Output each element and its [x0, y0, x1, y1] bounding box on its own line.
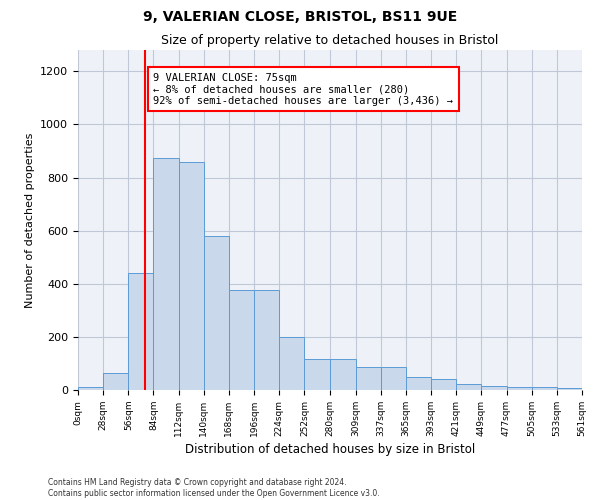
Bar	[204, 236, 229, 390]
Text: 9, VALERIAN CLOSE, BRISTOL, BS11 9UE: 9, VALERIAN CLOSE, BRISTOL, BS11 9UE	[143, 10, 457, 24]
Bar	[532, 388, 557, 390]
Bar	[506, 387, 532, 390]
Bar	[557, 388, 582, 390]
Bar	[279, 337, 304, 390]
Title: Size of property relative to detached houses in Bristol: Size of property relative to detached ho…	[161, 34, 499, 48]
Bar	[304, 360, 329, 390]
Text: Contains HM Land Registry data © Crown copyright and database right 2024.
Contai: Contains HM Land Registry data © Crown c…	[48, 478, 380, 498]
Bar	[229, 290, 254, 390]
Text: 9 VALERIAN CLOSE: 75sqm
← 8% of detached houses are smaller (280)
92% of semi-de: 9 VALERIAN CLOSE: 75sqm ← 8% of detached…	[154, 72, 454, 106]
Bar	[128, 273, 154, 390]
Y-axis label: Number of detached properties: Number of detached properties	[25, 132, 35, 308]
Bar	[356, 368, 381, 390]
Bar	[381, 368, 406, 390]
Bar	[179, 162, 204, 390]
Bar	[431, 379, 456, 390]
Bar	[103, 372, 128, 390]
Bar	[481, 386, 506, 390]
Bar	[78, 387, 103, 390]
Bar	[406, 376, 431, 390]
X-axis label: Distribution of detached houses by size in Bristol: Distribution of detached houses by size …	[185, 443, 475, 456]
Bar	[456, 384, 481, 390]
Bar	[254, 290, 279, 390]
Bar	[329, 360, 356, 390]
Bar	[154, 158, 179, 390]
